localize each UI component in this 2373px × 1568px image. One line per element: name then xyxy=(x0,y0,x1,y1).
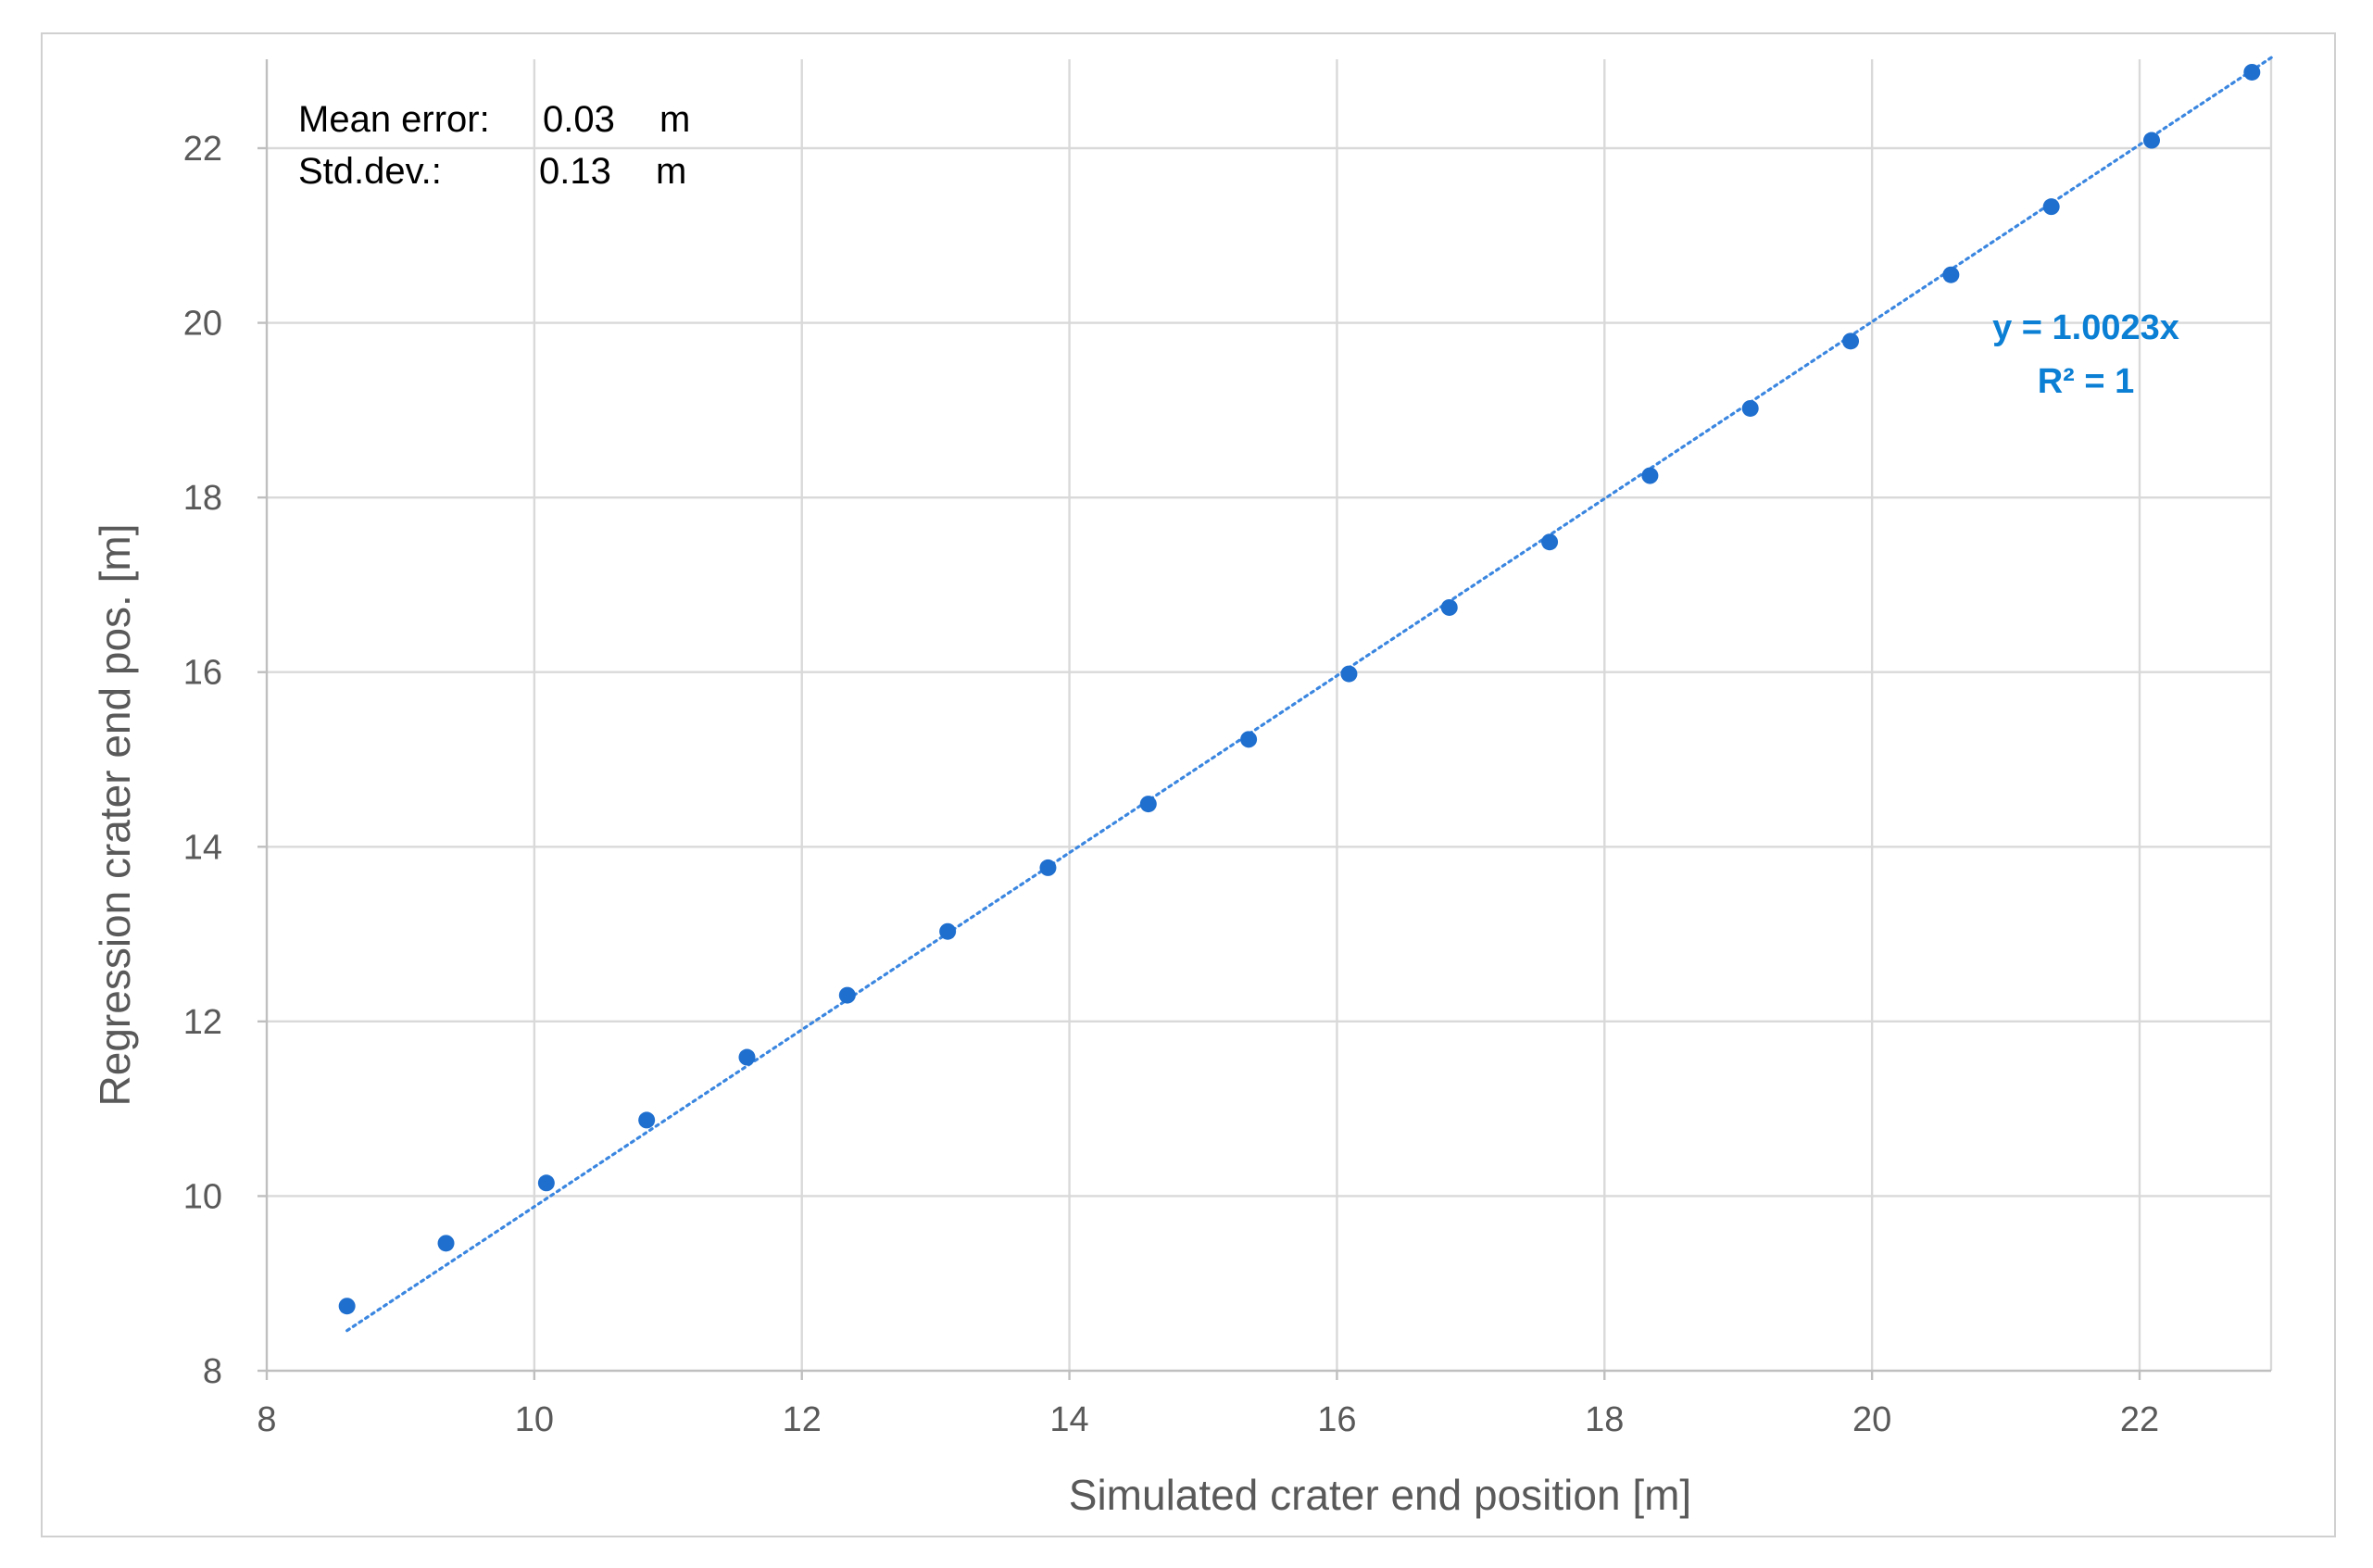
data-point xyxy=(2243,63,2261,81)
data-point xyxy=(1039,859,1057,876)
y-tick-label: 20 xyxy=(183,305,222,344)
data-point xyxy=(1340,665,1358,683)
trendline xyxy=(345,55,2276,1333)
x-tick-label: 8 xyxy=(257,1400,276,1439)
std-dev-value: 0.13 xyxy=(539,151,611,192)
x-tick-label: 10 xyxy=(515,1400,554,1439)
data-point xyxy=(1139,796,1157,813)
axis-layer xyxy=(257,59,2271,1380)
x-tick-label: 22 xyxy=(2120,1400,2159,1439)
data-point xyxy=(1641,467,1659,484)
mean-error-unit: m xyxy=(659,99,690,140)
std-dev-unit: m xyxy=(656,151,686,192)
data-point xyxy=(2142,132,2160,149)
data-point xyxy=(1240,731,1258,748)
data-point xyxy=(1942,266,1960,283)
data-point xyxy=(1842,332,1860,350)
x-tick-label: 18 xyxy=(1585,1400,1624,1439)
data-points-layer xyxy=(338,63,2261,1315)
data-point xyxy=(1541,533,1559,551)
y-tick-label: 8 xyxy=(203,1352,222,1391)
trendline-r2-label: R² = 1 xyxy=(2038,362,2135,401)
data-point xyxy=(1741,399,1759,417)
data-point xyxy=(838,986,856,1004)
data-point xyxy=(2042,198,2060,216)
y-axis-title: Regression crater end pos. [m] xyxy=(91,524,139,1107)
grid-layer xyxy=(267,59,2273,1371)
data-point xyxy=(738,1048,756,1066)
std-dev-label: Std.dev.: xyxy=(298,151,442,192)
mean-error-label: Mean error: xyxy=(298,99,490,140)
y-tick-label: 16 xyxy=(183,654,222,693)
y-tick-label: 22 xyxy=(183,130,222,169)
data-point xyxy=(537,1174,555,1192)
trendline-equation-label: y = 1.0023x xyxy=(1992,308,2179,347)
tick-labels-layer: 8 10 12 14 16 18 20 22 8 10 12 14 16 18 20 22 xyxy=(183,130,2159,1439)
data-point xyxy=(638,1111,656,1129)
data-point xyxy=(939,922,957,940)
data-point xyxy=(338,1298,356,1315)
y-tick-label: 14 xyxy=(183,828,222,867)
data-point xyxy=(437,1235,455,1252)
x-tick-label: 12 xyxy=(783,1400,822,1439)
x-tick-label: 16 xyxy=(1317,1400,1356,1439)
data-point xyxy=(1440,598,1458,616)
y-tick-label: 10 xyxy=(183,1177,222,1216)
y-tick-label: 12 xyxy=(183,1003,222,1042)
chart-frame xyxy=(41,32,2336,1537)
x-axis-title: Simulated crater end position [m] xyxy=(1069,1471,1691,1519)
x-tick-label: 20 xyxy=(1852,1400,1891,1439)
y-tick-label: 18 xyxy=(183,479,222,518)
trendline-layer xyxy=(345,55,2276,1333)
mean-error-value: 0.03 xyxy=(543,99,615,140)
x-tick-label: 14 xyxy=(1049,1400,1088,1439)
